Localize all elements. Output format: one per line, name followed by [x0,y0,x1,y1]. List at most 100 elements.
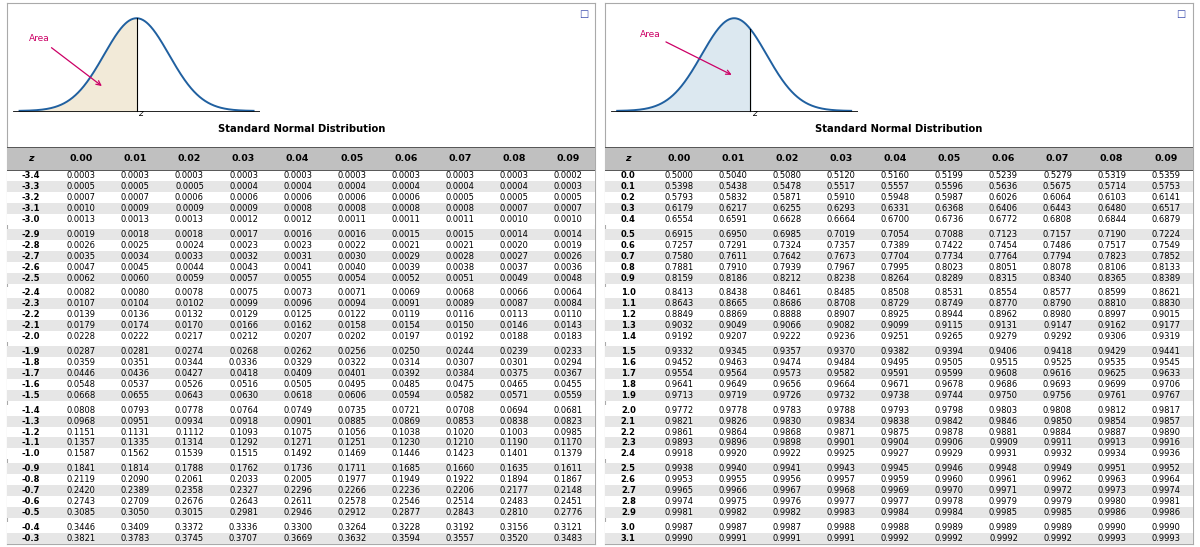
Text: 0.0274: 0.0274 [175,347,204,356]
Text: 0.2177: 0.2177 [499,486,529,495]
Text: 0.6628: 0.6628 [773,215,802,224]
Text: 0.0655: 0.0655 [121,391,150,400]
Text: 0.6179: 0.6179 [665,204,694,213]
Text: 0.0307: 0.0307 [445,358,474,367]
Text: 0.8686: 0.8686 [773,299,802,309]
Text: Area: Area [640,30,731,74]
Text: 0.0010: 0.0010 [67,204,96,213]
Text: 0.0006: 0.0006 [229,193,258,202]
Text: 0.9082: 0.9082 [827,321,856,330]
Text: 0.9990: 0.9990 [1151,523,1180,532]
Text: 0.0013: 0.0013 [67,215,96,224]
Text: 0.7157: 0.7157 [1043,230,1072,239]
Text: 0.0003: 0.0003 [337,171,366,180]
Text: 0.9918: 0.9918 [665,450,694,458]
Bar [7,287,595,298]
Text: 0.9985: 0.9985 [1043,508,1072,517]
Text: 0.0314: 0.0314 [391,358,420,367]
Text: 0.9686: 0.9686 [989,380,1018,389]
Text: 2.9: 2.9 [620,508,636,517]
Text: -0.9: -0.9 [22,464,40,473]
Bar [7,321,595,331]
Text: 0.0008: 0.0008 [445,204,474,213]
Text: 0.9066: 0.9066 [773,321,802,330]
Text: 0.3446: 0.3446 [67,523,96,532]
Text: 0.9236: 0.9236 [827,332,856,341]
Text: 0.0054: 0.0054 [337,274,366,283]
Text: 0.0268: 0.0268 [229,347,258,356]
Text: 0.9671: 0.9671 [881,380,910,389]
Text: -2.3: -2.3 [22,299,40,309]
Text: 0.9980: 0.9980 [1097,497,1126,506]
Text: 0.0052: 0.0052 [391,274,420,283]
Text: 0.1660: 0.1660 [445,464,474,473]
Text: 0.1292: 0.1292 [229,439,258,447]
Text: 0.1003: 0.1003 [499,428,528,437]
Text: 0.3745: 0.3745 [175,534,204,543]
Text: 0.5319: 0.5319 [1097,171,1126,180]
Text: 0.6293: 0.6293 [827,204,856,213]
Text: 0.5478: 0.5478 [773,182,802,191]
Text: 0.9222: 0.9222 [773,332,802,341]
Text: 0.9878: 0.9878 [935,428,964,437]
Text: 0.1894: 0.1894 [499,475,528,484]
Text: 0.0069: 0.0069 [391,288,420,298]
Text: 0.0004: 0.0004 [229,182,258,191]
Text: 0.1922: 0.1922 [445,475,474,484]
Text: 0.7389: 0.7389 [881,241,910,250]
Text: 0.6915: 0.6915 [665,230,694,239]
Text: 0.5596: 0.5596 [935,182,964,191]
Text: 0.8849: 0.8849 [665,310,694,319]
Text: 0.0322: 0.0322 [337,358,366,367]
Text: 0.8438: 0.8438 [719,288,748,298]
Text: 0.0968: 0.0968 [67,417,96,426]
Bar [605,438,1193,449]
Bar [7,331,595,342]
Text: 0.9989: 0.9989 [1043,523,1072,532]
Bar [7,298,595,310]
Text: 0.7357: 0.7357 [827,241,856,250]
Text: 0.9925: 0.9925 [827,450,856,458]
Text: 0.3228: 0.3228 [391,523,420,532]
Text: 0.9988: 0.9988 [827,523,856,532]
Text: 0.0020: 0.0020 [499,241,528,250]
Bar [605,496,1193,507]
Text: 0.0202: 0.0202 [337,332,366,341]
Text: 0.5636: 0.5636 [989,182,1018,191]
Text: 0.0465: 0.0465 [499,380,528,389]
Text: 0.0089: 0.0089 [445,299,474,309]
Text: 0.0427: 0.0427 [175,369,204,378]
Text: 0.1151: 0.1151 [67,428,96,437]
Text: Standard Normal Distribution: Standard Normal Distribution [217,124,385,134]
Text: 0.9495: 0.9495 [881,358,910,367]
Text: 0.0505: 0.0505 [283,380,312,389]
Text: 0.0918: 0.0918 [229,417,258,426]
Text: 0.9625: 0.9625 [1097,369,1126,378]
Text: 0.1112: 0.1112 [175,428,204,437]
Text: 0.2206: 0.2206 [445,486,474,495]
Text: 0.0009: 0.0009 [229,204,258,213]
Text: 0.0606: 0.0606 [337,391,366,400]
Text: 0.0132: 0.0132 [175,310,204,319]
Text: 0.9332: 0.9332 [665,347,694,356]
Bar [605,331,1193,342]
Text: 0.9932: 0.9932 [1043,450,1072,458]
Text: 0.0013: 0.0013 [175,215,204,224]
Text: 2.5: 2.5 [620,464,636,473]
Text: 0.9649: 0.9649 [719,380,748,389]
Text: 1.9: 1.9 [620,391,636,400]
Text: 0.0007: 0.0007 [67,193,96,202]
Text: 0.0005: 0.0005 [175,182,204,191]
Text: 0.07: 0.07 [449,154,472,164]
Text: 0.9986: 0.9986 [1097,508,1127,517]
Text: 0.0035: 0.0035 [67,252,96,261]
Text: 0.1492: 0.1492 [283,450,312,458]
Text: 0.5000: 0.5000 [665,171,694,180]
Text: 0.0048: 0.0048 [553,274,583,283]
Text: 0.0222: 0.0222 [121,332,150,341]
Text: 0.9850: 0.9850 [1043,417,1072,426]
Text: 0.8944: 0.8944 [935,310,964,319]
Text: 0.0044: 0.0044 [175,263,204,272]
Text: 0.7881: 0.7881 [665,263,694,272]
Text: 0.0: 0.0 [620,171,636,180]
